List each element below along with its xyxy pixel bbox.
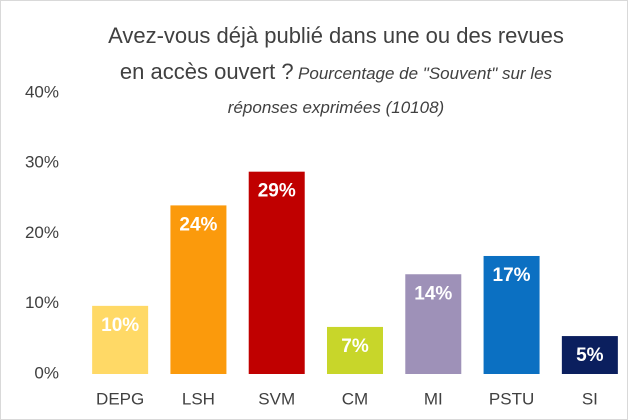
value-label: 17% <box>493 265 531 286</box>
y-tick-label: 20% <box>25 223 59 242</box>
value-label: 7% <box>341 336 369 357</box>
chart-subtitle: Pourcentage de "Souvent" sur les réponse… <box>227 64 553 117</box>
value-label: 29% <box>258 181 296 202</box>
x-tick-label: LSH <box>182 389 215 408</box>
y-tick-label: 40% <box>25 82 59 101</box>
value-label: 14% <box>414 283 452 304</box>
value-label: 24% <box>179 214 217 235</box>
x-tick-label: SI <box>582 389 598 408</box>
y-tick-label: 10% <box>25 293 59 312</box>
bar <box>170 205 227 374</box>
bar <box>405 274 462 374</box>
chart-header: Avez-vous déjà publié dans une ou des re… <box>101 19 571 125</box>
y-tick-label: 0% <box>34 363 59 382</box>
y-tick-label: 30% <box>25 153 59 172</box>
x-tick-label: SVM <box>258 389 295 408</box>
value-label: 5% <box>576 345 604 366</box>
bar <box>561 336 618 374</box>
x-tick-label: MI <box>424 389 443 408</box>
bar <box>483 255 540 374</box>
value-label: 10% <box>101 315 139 336</box>
bar <box>248 171 305 374</box>
bar <box>327 326 383 374</box>
x-tick-label: CM <box>342 389 368 408</box>
x-tick-label: PSTU <box>489 389 534 408</box>
chart-title: Avez-vous déjà publié dans une ou des re… <box>108 23 564 84</box>
x-tick-label: DEPG <box>96 389 144 408</box>
bar <box>92 305 149 374</box>
